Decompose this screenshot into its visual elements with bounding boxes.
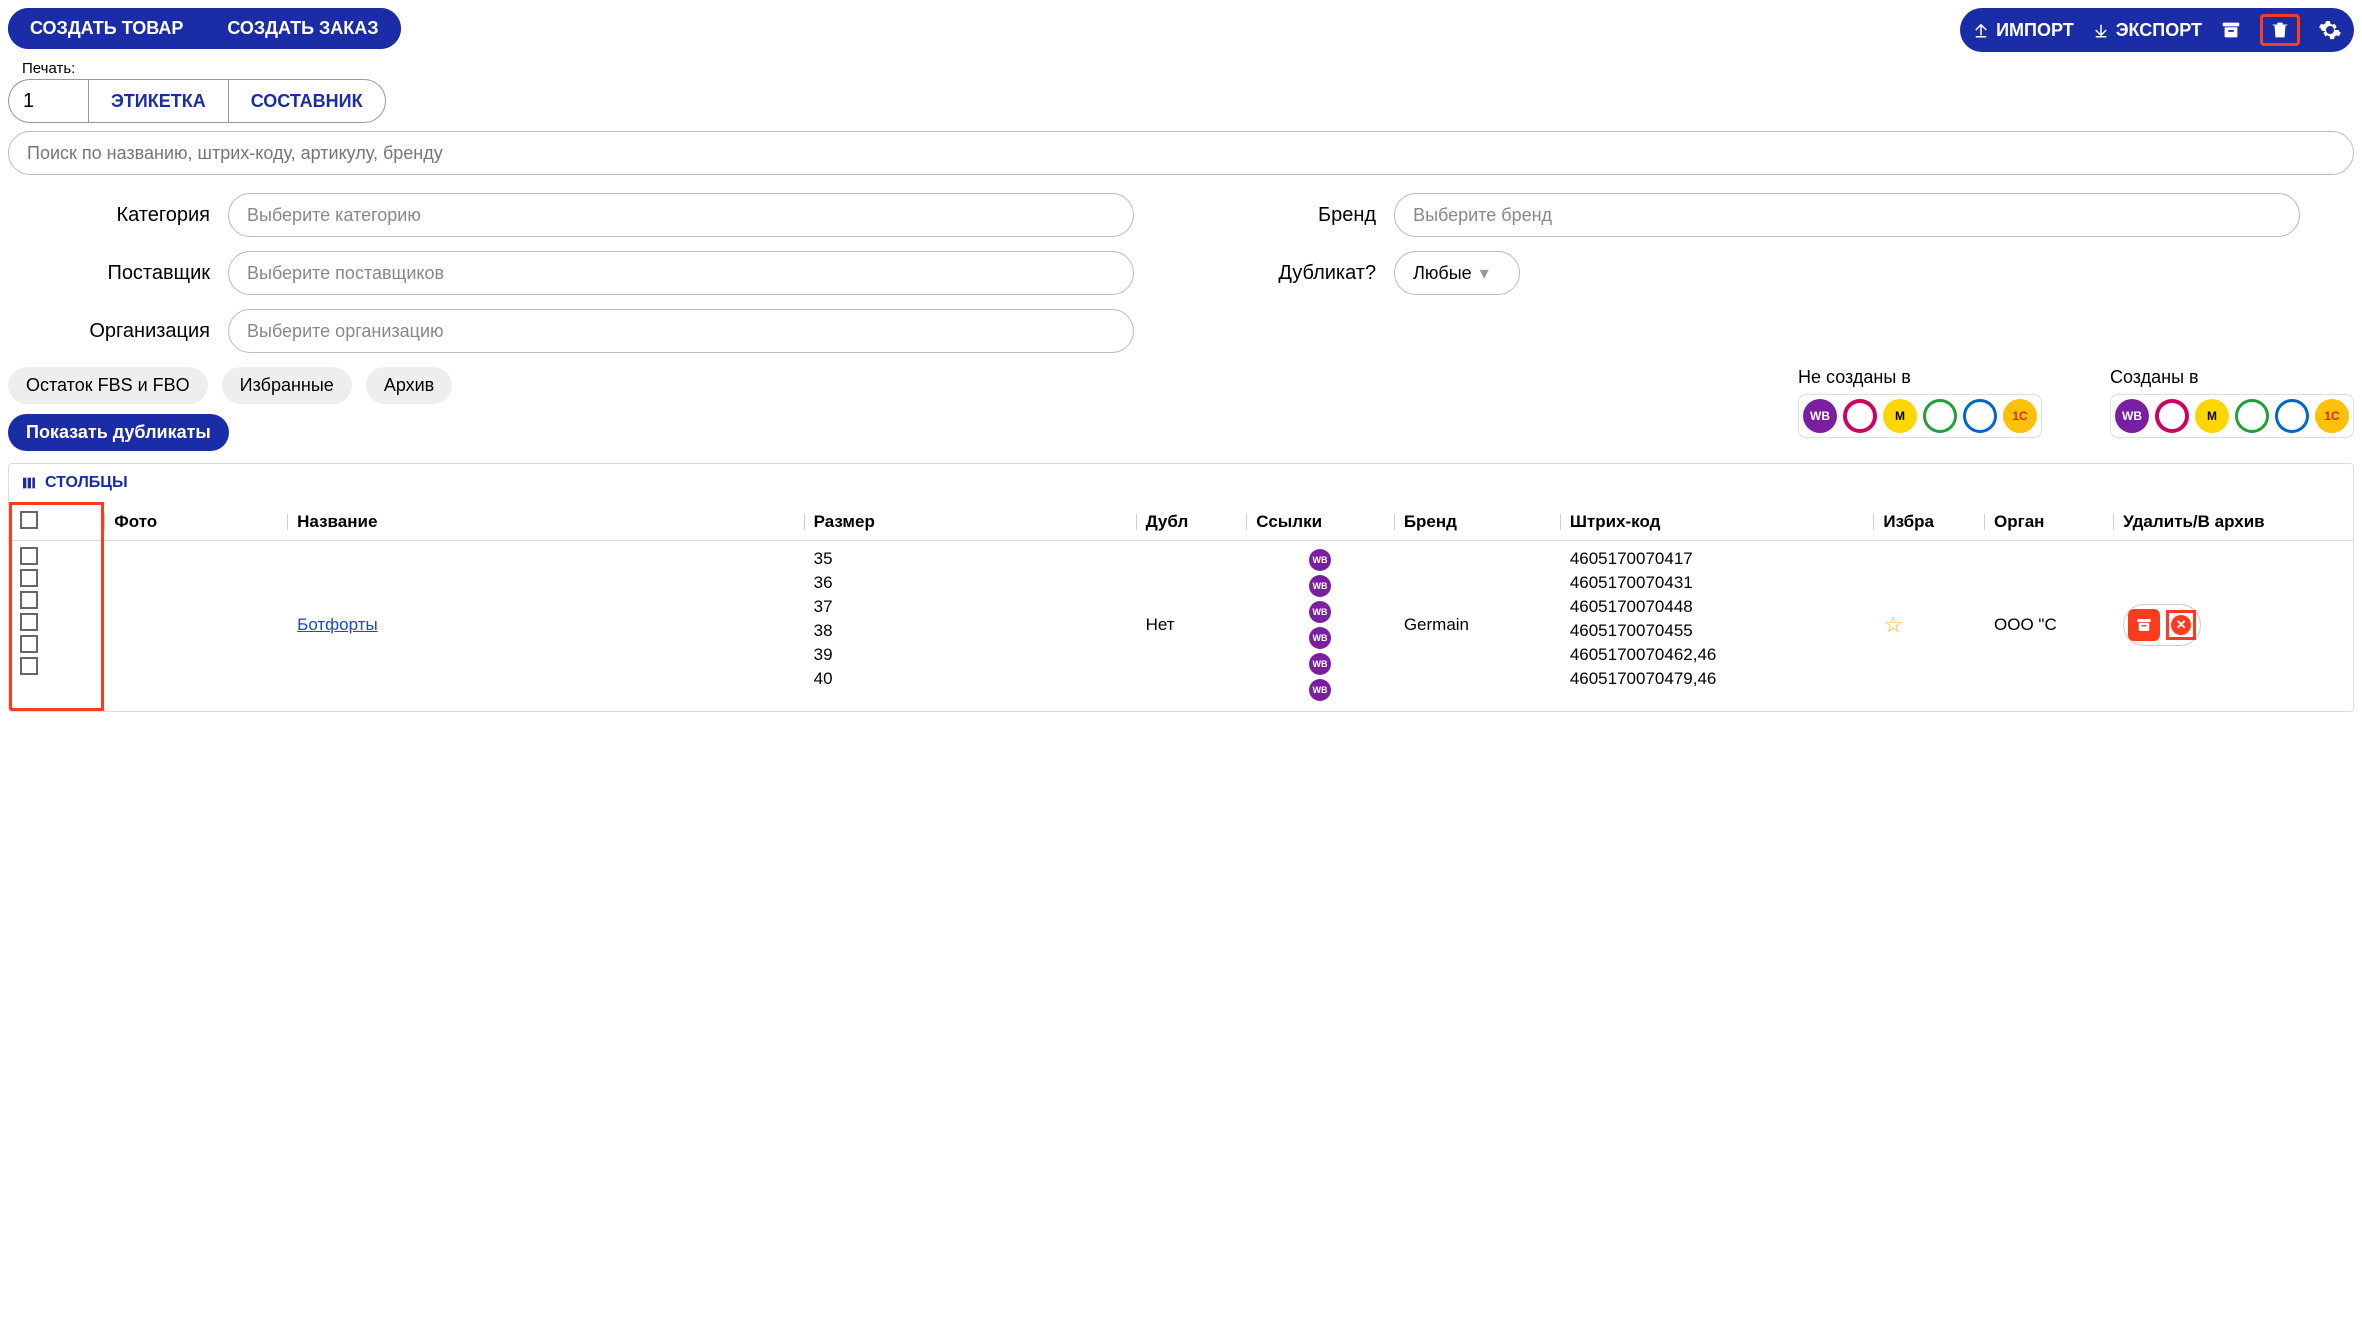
supplier-select[interactable]: Выберите поставщиков [228,251,1134,295]
wb-link-icon[interactable]: WB [1309,575,1331,597]
row-delete-button[interactable]: ✕ [2166,610,2196,640]
print-controls: ЭТИКЕТКА СОСТАВНИК [8,79,2354,123]
col-dup[interactable]: Дубл [1136,504,1247,541]
created-label: Созданы в [2110,367,2354,388]
wb-link-icon[interactable]: WB [1309,627,1331,649]
print-qty-input[interactable] [8,79,88,123]
col-links[interactable]: Ссылки [1246,504,1394,541]
export-button[interactable]: ЭКСПОРТ [2092,20,2202,41]
header-actions: ИМПОРТ ЭКСПОРТ [1960,8,2354,52]
barcode-value: 4605170070479,46 [1570,669,1864,689]
size-value: 35 [814,549,1126,569]
size-value: 39 [814,645,1126,665]
ozon-icon[interactable] [2155,399,2189,433]
cell-org: ООО "С [1984,541,2113,710]
onec-icon[interactable]: 1C [2003,399,2037,433]
create-order-button[interactable]: СОЗДАТЬ ЗАКАЗ [205,8,400,49]
archive-header-icon[interactable] [2220,19,2242,41]
size-value: 38 [814,621,1126,641]
brand-label: Бренд [1174,204,1394,227]
search-input[interactable] [8,131,2354,175]
col-org[interactable]: Орган [1984,504,2113,541]
chip-archive[interactable]: Архив [366,367,452,404]
close-icon: ✕ [2171,615,2191,635]
favorite-star-icon[interactable]: ☆ [1883,612,1903,637]
aliexpress-icon[interactable] [1963,399,1997,433]
columns-icon [21,475,37,491]
print-label: Печать: [8,60,2354,77]
barcode-value: 4605170070431 [1570,573,1864,593]
size-value: 37 [814,597,1126,617]
row-archive-button[interactable] [2128,609,2160,641]
size-value: 40 [814,669,1126,689]
created-section: Созданы в WB M 1C [2110,367,2354,438]
row-checkbox[interactable] [20,547,38,565]
select-all-checkbox[interactable] [20,511,38,529]
sber-icon[interactable] [1923,399,1957,433]
wb-link-icon[interactable]: WB [1309,549,1331,571]
not-created-label: Не созданы в [1798,367,2042,388]
barcode-value: 4605170070417 [1570,549,1864,569]
size-value: 36 [814,573,1126,593]
cell-dup: Нет [1136,541,1247,710]
upload-icon [1972,21,1990,39]
barcode-value: 4605170070462,46 [1570,645,1864,665]
yandex-market-icon[interactable]: M [1883,399,1917,433]
wb-link-icon[interactable]: WB [1309,653,1331,675]
barcode-value: 4605170070448 [1570,597,1864,617]
col-photo[interactable]: Фото [103,504,287,541]
wb-icon[interactable]: WB [2115,399,2149,433]
create-product-button[interactable]: СОЗДАТЬ ТОВАР [8,8,205,49]
aliexpress-icon[interactable] [2275,399,2309,433]
table-row: Ботфорты 35 36 37 38 39 40 Нет WB WB WB WB WB WB G… [11,541,2354,710]
sber-icon[interactable] [2235,399,2269,433]
col-delete[interactable]: Удалить/В архив [2113,504,2353,541]
col-size[interactable]: Размер [804,504,1136,541]
chip-favorites[interactable]: Избранные [222,367,352,404]
onec-icon[interactable]: 1C [2315,399,2349,433]
settings-icon[interactable] [2318,18,2342,42]
wb-icon[interactable]: WB [1803,399,1837,433]
barcode-value: 4605170070455 [1570,621,1864,641]
archive-icon [2135,616,2153,634]
product-name-link[interactable]: Ботфорты [297,615,378,634]
row-checkbox[interactable] [20,569,38,587]
download-icon [2092,21,2110,39]
yandex-market-icon[interactable]: M [2195,399,2229,433]
chip-show-duplicates[interactable]: Показать дубликаты [8,414,229,451]
cell-brand: Germain [1394,541,1560,710]
row-actions: ✕ [2123,604,2201,646]
col-barcode[interactable]: Штрих-код [1560,504,1874,541]
import-button[interactable]: ИМПОРТ [1972,20,2074,41]
category-select[interactable]: Выберите категорию [228,193,1134,237]
brand-select[interactable]: Выберите бренд [1394,193,2300,237]
columns-button[interactable]: СТОЛБЦЫ [9,464,140,502]
category-label: Категория [8,204,228,227]
org-select[interactable]: Выберите организацию [228,309,1134,353]
col-fav[interactable]: Избра [1873,504,1984,541]
duplicate-select[interactable]: Любые [1394,251,1520,295]
wb-link-icon[interactable]: WB [1309,601,1331,623]
cell-photo [103,541,287,710]
delete-header-icon[interactable] [2260,14,2300,46]
not-created-section: Не созданы в WB M 1C [1798,367,2042,438]
col-brand[interactable]: Бренд [1394,504,1560,541]
duplicate-label: Дубликат? [1174,262,1394,285]
col-name[interactable]: Название [287,504,803,541]
org-label: Организация [8,320,228,343]
row-checkbox[interactable] [20,591,38,609]
row-checkbox[interactable] [20,635,38,653]
print-label-button[interactable]: ЭТИКЕТКА [88,79,228,123]
supplier-label: Поставщик [8,262,228,285]
chip-stock[interactable]: Остаток FBS и FBO [8,367,208,404]
create-group: СОЗДАТЬ ТОВАР СОЗДАТЬ ЗАКАЗ [8,8,401,49]
products-table: Фото Название Размер Дубл Ссылки Бренд Ш… [9,502,2353,711]
wb-link-icon[interactable]: WB [1309,679,1331,701]
ozon-icon[interactable] [1843,399,1877,433]
row-checkbox[interactable] [20,657,38,675]
print-composition-button[interactable]: СОСТАВНИК [228,79,386,123]
row-checkbox[interactable] [20,613,38,631]
